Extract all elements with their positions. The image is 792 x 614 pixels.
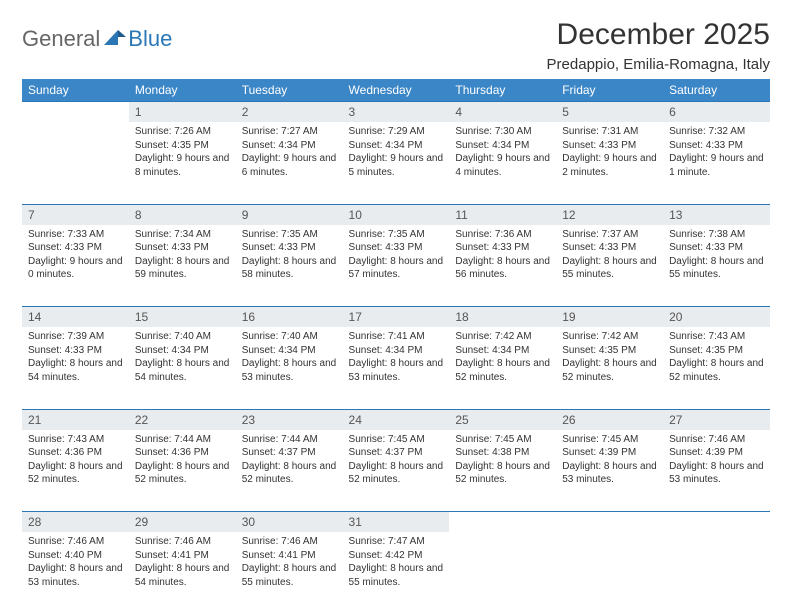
daynum-row: 123456 — [22, 102, 770, 123]
title-block: December 2025 Predappio, Emilia-Romagna,… — [547, 18, 770, 73]
day-number: 17 — [343, 307, 450, 328]
daynum-row: 28293031 — [22, 512, 770, 533]
day-cell: Sunrise: 7:41 AM Sunset: 4:34 PM Dayligh… — [343, 327, 450, 409]
day-number — [22, 102, 129, 123]
day-number: 23 — [236, 409, 343, 430]
day-cell: Sunrise: 7:40 AM Sunset: 4:34 PM Dayligh… — [129, 327, 236, 409]
daynum-row: 78910111213 — [22, 204, 770, 225]
page-title: December 2025 — [547, 18, 770, 52]
day-cell: Sunrise: 7:42 AM Sunset: 4:35 PM Dayligh… — [556, 327, 663, 409]
day-cell: Sunrise: 7:46 AM Sunset: 4:39 PM Dayligh… — [663, 430, 770, 512]
col-tuesday: Tuesday — [236, 79, 343, 102]
day-cell: Sunrise: 7:43 AM Sunset: 4:35 PM Dayligh… — [663, 327, 770, 409]
col-sunday: Sunday — [22, 79, 129, 102]
day-cell: Sunrise: 7:34 AM Sunset: 4:33 PM Dayligh… — [129, 225, 236, 307]
day-number: 9 — [236, 204, 343, 225]
day-cell: Sunrise: 7:26 AM Sunset: 4:35 PM Dayligh… — [129, 122, 236, 204]
col-friday: Friday — [556, 79, 663, 102]
day-number: 25 — [449, 409, 556, 430]
day-number: 21 — [22, 409, 129, 430]
day-number: 29 — [129, 512, 236, 533]
day-content-row: Sunrise: 7:26 AM Sunset: 4:35 PM Dayligh… — [22, 122, 770, 204]
day-number: 27 — [663, 409, 770, 430]
day-content-row: Sunrise: 7:43 AM Sunset: 4:36 PM Dayligh… — [22, 430, 770, 512]
day-cell: Sunrise: 7:44 AM Sunset: 4:36 PM Dayligh… — [129, 430, 236, 512]
day-number: 26 — [556, 409, 663, 430]
day-number — [449, 512, 556, 533]
day-cell: Sunrise: 7:40 AM Sunset: 4:34 PM Dayligh… — [236, 327, 343, 409]
daynum-row: 14151617181920 — [22, 307, 770, 328]
day-number: 24 — [343, 409, 450, 430]
day-number: 13 — [663, 204, 770, 225]
day-content-row: Sunrise: 7:33 AM Sunset: 4:33 PM Dayligh… — [22, 225, 770, 307]
col-monday: Monday — [129, 79, 236, 102]
day-number: 22 — [129, 409, 236, 430]
day-number: 4 — [449, 102, 556, 123]
day-cell: Sunrise: 7:45 AM Sunset: 4:38 PM Dayligh… — [449, 430, 556, 512]
day-cell: Sunrise: 7:43 AM Sunset: 4:36 PM Dayligh… — [22, 430, 129, 512]
day-number: 3 — [343, 102, 450, 123]
day-number — [556, 512, 663, 533]
day-cell: Sunrise: 7:35 AM Sunset: 4:33 PM Dayligh… — [343, 225, 450, 307]
day-cell: Sunrise: 7:45 AM Sunset: 4:39 PM Dayligh… — [556, 430, 663, 512]
day-cell: Sunrise: 7:39 AM Sunset: 4:33 PM Dayligh… — [22, 327, 129, 409]
day-cell: Sunrise: 7:35 AM Sunset: 4:33 PM Dayligh… — [236, 225, 343, 307]
day-number: 30 — [236, 512, 343, 533]
day-cell: Sunrise: 7:37 AM Sunset: 4:33 PM Dayligh… — [556, 225, 663, 307]
day-cell — [663, 532, 770, 614]
header: General Blue December 2025 Predappio, Em… — [22, 18, 770, 73]
day-number: 16 — [236, 307, 343, 328]
day-cell: Sunrise: 7:46 AM Sunset: 4:41 PM Dayligh… — [129, 532, 236, 614]
logo-text-general: General — [22, 26, 100, 52]
day-cell: Sunrise: 7:32 AM Sunset: 4:33 PM Dayligh… — [663, 122, 770, 204]
day-cell: Sunrise: 7:33 AM Sunset: 4:33 PM Dayligh… — [22, 225, 129, 307]
day-cell: Sunrise: 7:30 AM Sunset: 4:34 PM Dayligh… — [449, 122, 556, 204]
day-number — [663, 512, 770, 533]
day-number: 6 — [663, 102, 770, 123]
day-number: 11 — [449, 204, 556, 225]
location-text: Predappio, Emilia-Romagna, Italy — [547, 56, 770, 73]
day-number: 7 — [22, 204, 129, 225]
day-cell: Sunrise: 7:36 AM Sunset: 4:33 PM Dayligh… — [449, 225, 556, 307]
day-number: 10 — [343, 204, 450, 225]
day-number: 31 — [343, 512, 450, 533]
day-cell: Sunrise: 7:46 AM Sunset: 4:41 PM Dayligh… — [236, 532, 343, 614]
day-cell: Sunrise: 7:27 AM Sunset: 4:34 PM Dayligh… — [236, 122, 343, 204]
day-cell: Sunrise: 7:31 AM Sunset: 4:33 PM Dayligh… — [556, 122, 663, 204]
day-number: 1 — [129, 102, 236, 123]
daynum-row: 21222324252627 — [22, 409, 770, 430]
calendar-table: Sunday Monday Tuesday Wednesday Thursday… — [22, 79, 770, 614]
day-cell — [449, 532, 556, 614]
col-thursday: Thursday — [449, 79, 556, 102]
day-number: 5 — [556, 102, 663, 123]
day-cell: Sunrise: 7:45 AM Sunset: 4:37 PM Dayligh… — [343, 430, 450, 512]
day-number: 18 — [449, 307, 556, 328]
day-cell: Sunrise: 7:47 AM Sunset: 4:42 PM Dayligh… — [343, 532, 450, 614]
day-cell: Sunrise: 7:38 AM Sunset: 4:33 PM Dayligh… — [663, 225, 770, 307]
day-content-row: Sunrise: 7:46 AM Sunset: 4:40 PM Dayligh… — [22, 532, 770, 614]
day-cell: Sunrise: 7:44 AM Sunset: 4:37 PM Dayligh… — [236, 430, 343, 512]
weekday-header-row: Sunday Monday Tuesday Wednesday Thursday… — [22, 79, 770, 102]
day-number: 12 — [556, 204, 663, 225]
day-number: 20 — [663, 307, 770, 328]
day-cell: Sunrise: 7:42 AM Sunset: 4:34 PM Dayligh… — [449, 327, 556, 409]
day-cell — [556, 532, 663, 614]
logo-mark-icon — [104, 28, 126, 51]
logo: General Blue — [22, 26, 172, 52]
day-number: 15 — [129, 307, 236, 328]
col-wednesday: Wednesday — [343, 79, 450, 102]
day-content-row: Sunrise: 7:39 AM Sunset: 4:33 PM Dayligh… — [22, 327, 770, 409]
day-number: 19 — [556, 307, 663, 328]
logo-text-blue: Blue — [128, 26, 172, 52]
day-number: 14 — [22, 307, 129, 328]
col-saturday: Saturday — [663, 79, 770, 102]
day-number: 2 — [236, 102, 343, 123]
day-number: 28 — [22, 512, 129, 533]
day-cell: Sunrise: 7:46 AM Sunset: 4:40 PM Dayligh… — [22, 532, 129, 614]
day-cell — [22, 122, 129, 204]
day-number: 8 — [129, 204, 236, 225]
day-cell: Sunrise: 7:29 AM Sunset: 4:34 PM Dayligh… — [343, 122, 450, 204]
